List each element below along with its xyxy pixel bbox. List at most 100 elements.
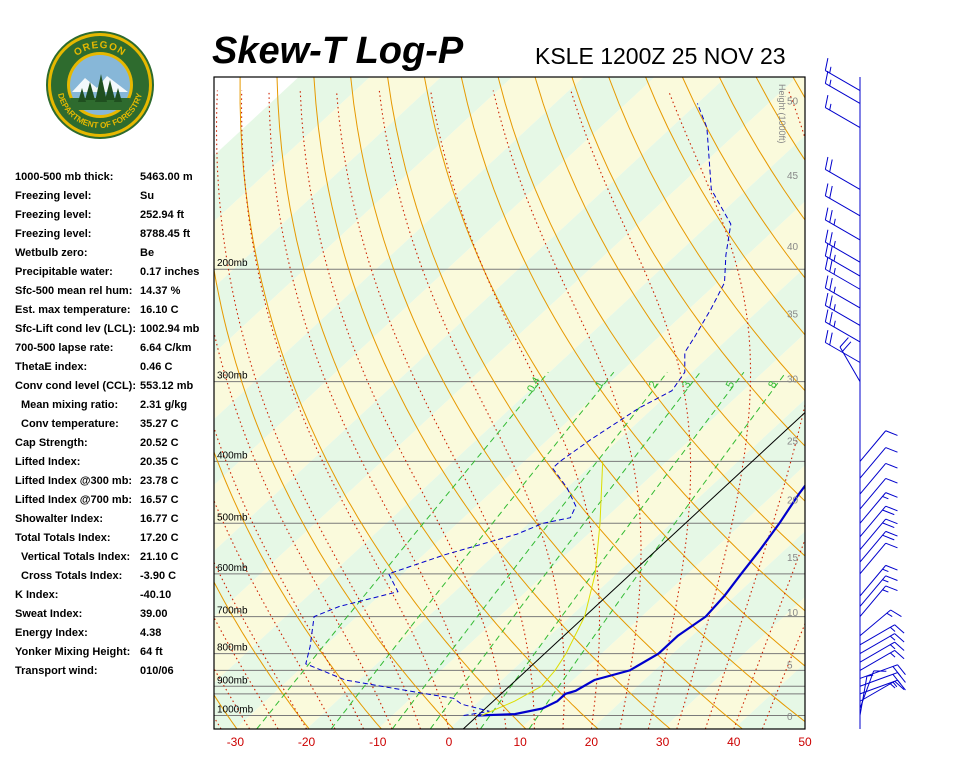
- stat-label: 700-500 lapse rate:: [15, 342, 114, 354]
- stat-label: Freezing level:: [15, 209, 92, 221]
- stat-label: Cap Strength:: [15, 437, 88, 449]
- wind-barb: [859, 477, 898, 510]
- wind-barb: [859, 664, 906, 679]
- stat-value: 14.37 %: [140, 285, 181, 297]
- temperature-tick-label: 40: [727, 735, 741, 749]
- stat-label: Sfc-500 mean rel hum:: [15, 285, 133, 297]
- isotherm-band: [733, 663, 805, 729]
- moist-adiabat-line: [214, 426, 364, 729]
- temperature-tick-label: 10: [514, 735, 528, 749]
- stat-label: Freezing level:: [15, 228, 92, 240]
- isotherm-band: [520, 465, 805, 729]
- stat-label: Lifted Index:: [15, 456, 81, 468]
- stat-value: 21.10 C: [140, 551, 179, 563]
- stat-value: Be: [140, 247, 155, 259]
- stat-row: Sfc-Lift cond lev (LCL): 1002.94 mb: [15, 320, 210, 339]
- mixing-ratio-line: [391, 371, 668, 729]
- mixing-ratio-label: 5: [724, 379, 737, 390]
- moist-adiabat-line: [38, 91, 165, 730]
- mixing-ratio-line: [256, 371, 549, 729]
- stat-value: 252.94 ft: [140, 209, 185, 221]
- height-tick-label: 45: [787, 171, 799, 182]
- stat-row: 700-500 lapse rate: 6.64 C/km: [15, 339, 210, 358]
- stat-label: Transport wind:: [15, 665, 98, 677]
- wind-barb: [859, 505, 898, 538]
- dry-adiabat-line: [239, 77, 527, 729]
- pressure-label: 400mb: [217, 450, 248, 461]
- stat-row: Precipitable water: 0.17 inches: [15, 263, 210, 282]
- pressure-label: 300mb: [217, 371, 248, 382]
- stat-label: Precipitable water:: [15, 266, 113, 278]
- dry-adiabat-line: [214, 266, 454, 729]
- mixing-ratio-line: [429, 371, 701, 729]
- wind-barb: [824, 292, 861, 326]
- dry-adiabat-line: [534, 77, 805, 502]
- dry-adiabat-line: [313, 77, 671, 729]
- dry-adiabat-line: [34, 77, 165, 729]
- height-tick-label: 50: [787, 96, 799, 107]
- moist-adiabat-line: [214, 499, 336, 729]
- pressure-label: 700mb: [217, 606, 248, 617]
- stat-value: -40.10: [140, 589, 172, 601]
- stat-value: -3.90 C: [140, 570, 177, 582]
- mixing-ratio-label: 2: [647, 379, 660, 390]
- wind-barb: [859, 633, 905, 655]
- stat-value: 8788.45 ft: [140, 228, 191, 240]
- moist-adiabat-line: [335, 90, 535, 729]
- temperature-tick-label: -10: [369, 735, 387, 749]
- stat-row: Showalter Index: 16.77 C: [15, 510, 210, 529]
- isotherm-band: [448, 399, 805, 729]
- dry-adiabat-line: [571, 77, 805, 447]
- height-tick-label: 25: [787, 436, 799, 447]
- wind-barb: [859, 462, 898, 495]
- sounding-indices-panel: 1000-500 mb thick: 5463.00 m Freezing leve…: [15, 168, 210, 681]
- stat-label: Lifted Index @300 mb:: [15, 475, 133, 487]
- moist-adiabats: [38, 90, 805, 730]
- stat-value: 39.00: [140, 608, 168, 620]
- mixing-ratio-line: [479, 371, 745, 729]
- plot-frame: [213, 76, 806, 730]
- wind-barb: [859, 430, 898, 462]
- moist-adiabat-line: [214, 330, 393, 729]
- stat-row: Energy Index: 4.38: [15, 624, 210, 643]
- stat-label: Freezing level:: [15, 190, 92, 202]
- mixing-ratio-line: [330, 371, 615, 729]
- stat-row: Wetbulb zero: Be: [15, 244, 210, 263]
- stat-row: Lifted Index: 20.35 C: [15, 453, 210, 472]
- moist-adiabat-line: [492, 90, 642, 729]
- height-tick-label: 10: [787, 608, 799, 619]
- isotherm-band: [377, 333, 805, 729]
- moist-adiabat-line: [667, 90, 752, 729]
- stat-value: 2.31 g/kg: [140, 399, 188, 411]
- stat-row: Vertical Totals Index: 21.10 C: [15, 548, 210, 567]
- station-time-label: KSLE 1200Z 25 NOV 23: [535, 43, 786, 69]
- dry-adiabat-line: [387, 77, 805, 723]
- moist-adiabat-line: [378, 90, 565, 729]
- wind-barb: [824, 70, 861, 104]
- moist-adiabat-line: [215, 90, 422, 729]
- stat-row: Conv temperature: 35.27 C: [15, 415, 210, 434]
- dry-adiabat-line: [276, 77, 599, 729]
- mixing-ratio-label: 3: [680, 379, 693, 390]
- wind-barb: [824, 229, 861, 263]
- stat-label: Conv temperature:: [21, 418, 119, 430]
- chart-title: Skew-T Log-P: [212, 30, 464, 72]
- height-tick-label: 5: [787, 661, 793, 672]
- dewpoint-trace: [305, 103, 732, 716]
- stat-row: Est. max temperature: 16.10 C: [15, 301, 210, 320]
- stat-label: Wetbulb zero:: [15, 247, 88, 259]
- height-tick-label: 40: [787, 242, 799, 253]
- dry-adiabat-line: [214, 450, 382, 729]
- dry-adiabat-line: [214, 694, 238, 729]
- stat-row: Cap Strength: 20.52 C: [15, 434, 210, 453]
- height-tick-label: 35: [787, 310, 799, 321]
- isotherm-band: [235, 201, 805, 729]
- pressure-label: 900mb: [217, 675, 248, 686]
- wind-barb: [824, 156, 861, 190]
- moist-adiabat-line: [570, 90, 692, 729]
- wind-barb: [839, 337, 861, 382]
- stat-row: Transport wind: 010/06: [15, 662, 210, 681]
- stat-label: K Index:: [15, 589, 59, 601]
- dry-adiabat-line: [0, 77, 93, 729]
- wind-barb: [859, 680, 905, 702]
